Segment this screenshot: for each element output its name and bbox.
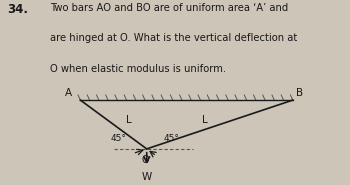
Text: W: W — [142, 172, 152, 182]
Text: O: O — [141, 155, 149, 165]
Text: 34.: 34. — [7, 3, 28, 16]
Text: Two bars AO and BO are of uniform area ‘A’ and: Two bars AO and BO are of uniform area ‘… — [50, 3, 289, 13]
Text: O when elastic modulus is uniform.: O when elastic modulus is uniform. — [50, 64, 226, 74]
Text: A: A — [65, 88, 72, 98]
Text: L: L — [202, 115, 208, 125]
Text: B: B — [296, 88, 303, 98]
Text: 45°: 45° — [111, 134, 126, 143]
Text: 45°: 45° — [164, 134, 180, 143]
Text: are hinged at O. What is the vertical deflection at: are hinged at O. What is the vertical de… — [50, 33, 298, 43]
Text: L: L — [126, 115, 131, 125]
